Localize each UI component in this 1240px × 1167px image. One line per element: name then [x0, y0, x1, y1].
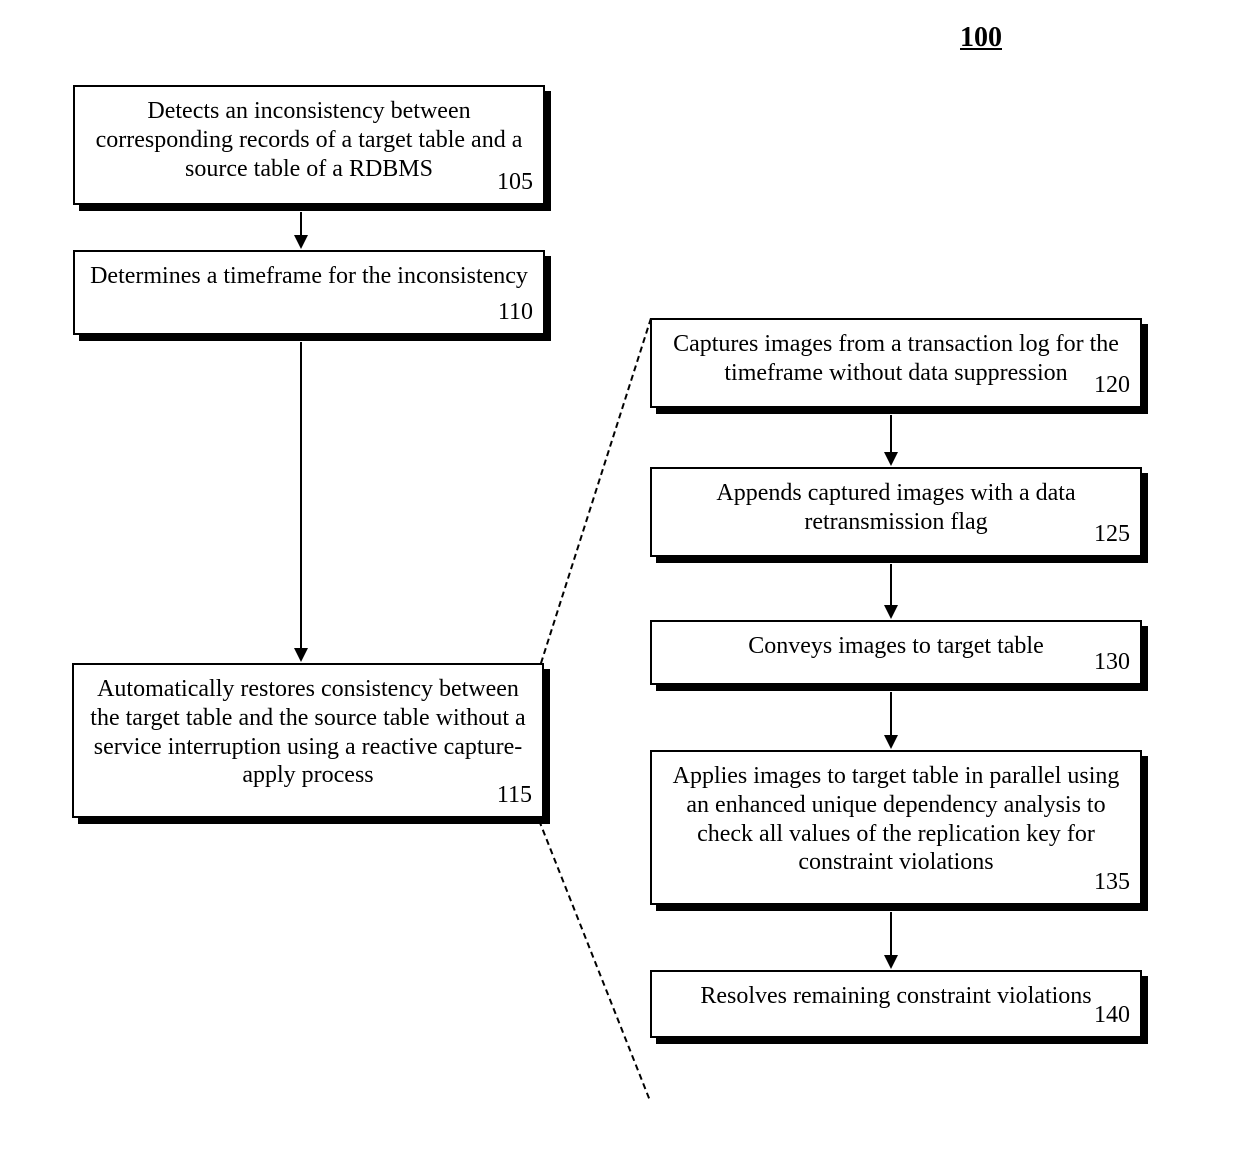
flow-node-text: Automatically restores consistency betwe…	[88, 675, 528, 790]
flow-node-115: Automatically restores consistency betwe…	[72, 663, 544, 818]
flow-node-text: Appends captured images with a data retr…	[666, 479, 1126, 537]
diagram-canvas: 100 Detects an inconsistency between cor…	[0, 0, 1240, 1167]
flow-node-text: Detects an inconsistency between corresp…	[89, 97, 529, 183]
flow-node-text: Applies images to target table in parall…	[666, 762, 1126, 877]
expand-dash-1	[538, 820, 650, 1099]
flow-node-125: Appends captured images with a data retr…	[650, 467, 1142, 557]
flow-node-135: Applies images to target table in parall…	[650, 750, 1142, 905]
flow-node-number: 125	[1094, 520, 1130, 549]
flow-node-text: Determines a timeframe for the inconsist…	[89, 262, 529, 291]
flow-node-110: Determines a timeframe for the inconsist…	[73, 250, 545, 335]
flow-node-130: Conveys images to target table130	[650, 620, 1142, 685]
flow-node-number: 105	[497, 168, 533, 197]
flow-node-text: Captures images from a transaction log f…	[666, 330, 1126, 388]
flow-node-number: 115	[497, 781, 532, 810]
flow-node-number: 130	[1094, 648, 1130, 677]
flow-node-number: 110	[498, 298, 533, 327]
flow-node-number: 140	[1094, 1001, 1130, 1030]
flow-node-text: Conveys images to target table	[666, 632, 1126, 661]
arrow-n105-n110	[300, 212, 302, 247]
flow-node-text: Resolves remaining constraint violations	[666, 982, 1126, 1011]
figure-number: 100	[960, 22, 1002, 54]
arrow-n120-n125	[890, 415, 892, 464]
arrow-n110-n115	[300, 342, 302, 660]
arrow-n130-n135	[890, 692, 892, 747]
flow-node-140: Resolves remaining constraint violations…	[650, 970, 1142, 1038]
arrow-n135-n140	[890, 912, 892, 967]
flow-node-number: 120	[1094, 371, 1130, 400]
arrow-n125-n130	[890, 564, 892, 617]
expand-dash-0	[540, 318, 652, 664]
flow-node-120: Captures images from a transaction log f…	[650, 318, 1142, 408]
flow-node-105: Detects an inconsistency between corresp…	[73, 85, 545, 205]
flow-node-number: 135	[1094, 868, 1130, 897]
